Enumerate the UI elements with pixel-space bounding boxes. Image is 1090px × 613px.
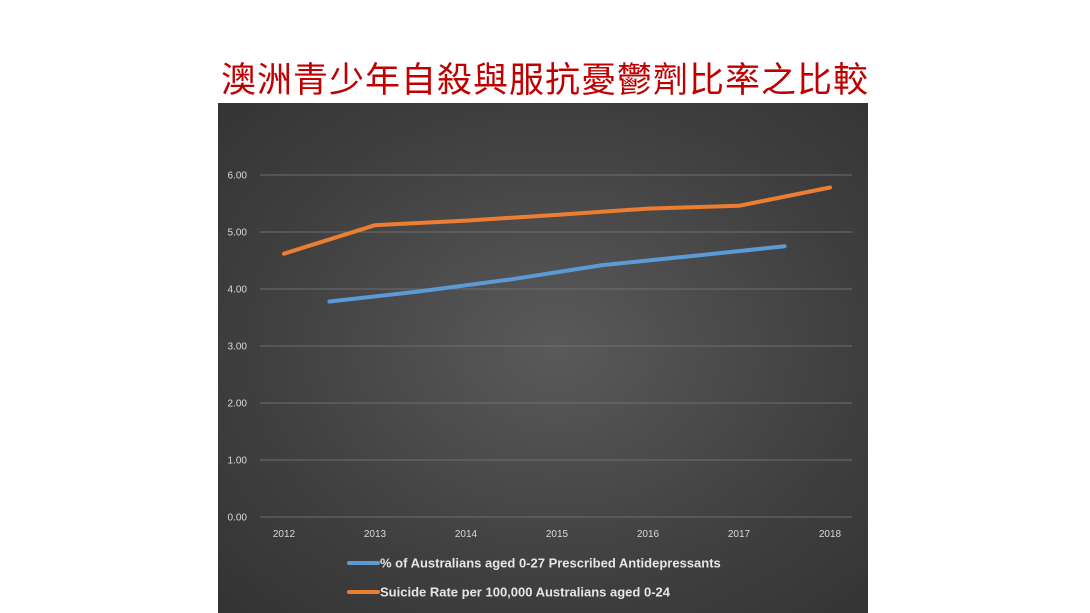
x-tick-label: 2013 (364, 529, 387, 540)
y-tick-label: 5.00 (228, 228, 248, 239)
slide-title: 澳洲青少年自殺與服抗憂鬱劑比率之比較 (220, 61, 869, 101)
y-tick-label: 0.00 (228, 513, 248, 524)
y-tick-label: 6.00 (228, 171, 248, 182)
y-tick-label: 1.00 (228, 456, 248, 467)
x-tick-label: 2012 (273, 529, 296, 540)
chart-panel: 0.00 1.00 2.00 3.00 4.00 5.00 6.00 2012 2013 2014… (218, 103, 868, 613)
y-tick-label: 3.00 (228, 342, 248, 353)
legend-label: % of Australians aged 0-27 Prescribed An… (380, 556, 721, 571)
x-tick-label: 2015 (546, 529, 569, 540)
x-tick-label: 2016 (637, 529, 660, 540)
series-line-1 (327, 244, 787, 304)
x-tick-label: 2018 (819, 529, 842, 540)
legend-label: Suicide Rate per 100,000 Australians age… (380, 585, 671, 600)
y-tick-label: 2.00 (228, 399, 248, 410)
series-line-2 (282, 185, 832, 256)
x-tick-label: 2017 (728, 529, 751, 540)
x-tick-label: 2014 (455, 529, 478, 540)
y-tick-label: 4.00 (228, 285, 248, 296)
line-chart: 0.00 1.00 2.00 3.00 4.00 5.00 6.00 2012 2013 2014… (228, 171, 852, 600)
